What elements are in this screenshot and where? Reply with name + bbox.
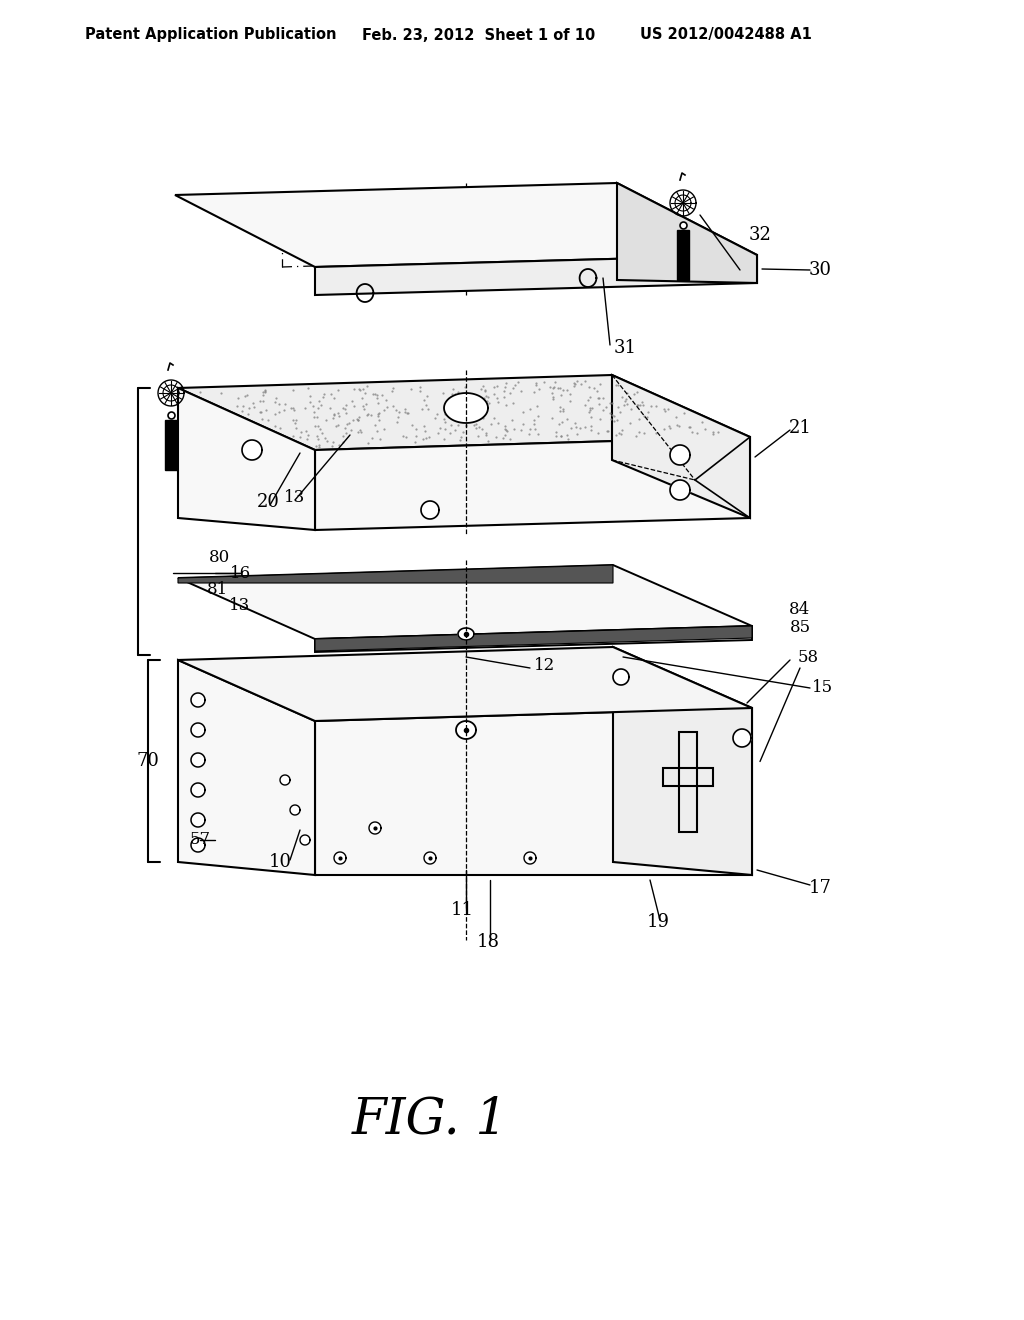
Polygon shape xyxy=(458,628,474,640)
Text: 70: 70 xyxy=(136,752,160,770)
Polygon shape xyxy=(178,565,613,583)
Text: Feb. 23, 2012  Sheet 1 of 10: Feb. 23, 2012 Sheet 1 of 10 xyxy=(362,28,595,42)
Polygon shape xyxy=(315,708,752,875)
Polygon shape xyxy=(165,420,177,470)
Polygon shape xyxy=(178,565,752,639)
Text: FIG. 1: FIG. 1 xyxy=(352,1096,508,1144)
Text: 10: 10 xyxy=(268,853,292,871)
Text: 16: 16 xyxy=(229,565,251,582)
Polygon shape xyxy=(524,851,536,865)
Text: 11: 11 xyxy=(451,902,473,919)
Polygon shape xyxy=(315,437,750,531)
Polygon shape xyxy=(613,647,752,875)
Polygon shape xyxy=(191,693,205,708)
Text: 19: 19 xyxy=(646,913,670,931)
Text: 84: 84 xyxy=(790,602,811,619)
Polygon shape xyxy=(424,851,436,865)
Text: 17: 17 xyxy=(809,879,831,898)
Polygon shape xyxy=(191,813,205,828)
Polygon shape xyxy=(670,445,690,465)
Polygon shape xyxy=(242,440,262,459)
Polygon shape xyxy=(369,822,381,834)
Polygon shape xyxy=(175,183,757,267)
Text: 21: 21 xyxy=(788,418,811,437)
Polygon shape xyxy=(334,851,346,865)
Polygon shape xyxy=(290,805,300,814)
Polygon shape xyxy=(456,721,476,739)
Text: 18: 18 xyxy=(476,933,500,950)
Text: 15: 15 xyxy=(811,680,833,697)
Polygon shape xyxy=(315,626,752,652)
Polygon shape xyxy=(178,660,315,875)
Text: 58: 58 xyxy=(798,649,818,667)
Text: 30: 30 xyxy=(809,261,831,279)
Polygon shape xyxy=(315,255,757,294)
Text: 31: 31 xyxy=(613,339,637,356)
Polygon shape xyxy=(191,723,205,737)
Polygon shape xyxy=(300,836,310,845)
Text: 57: 57 xyxy=(189,832,211,849)
Text: 85: 85 xyxy=(790,619,811,636)
Text: 81: 81 xyxy=(208,582,228,598)
Text: 32: 32 xyxy=(749,226,771,244)
Polygon shape xyxy=(178,388,315,531)
Text: 13: 13 xyxy=(229,598,251,615)
Polygon shape xyxy=(178,647,752,721)
Polygon shape xyxy=(191,783,205,797)
Polygon shape xyxy=(612,375,750,517)
Text: US 2012/0042488 A1: US 2012/0042488 A1 xyxy=(640,28,812,42)
Polygon shape xyxy=(733,729,751,747)
Polygon shape xyxy=(421,502,439,519)
Polygon shape xyxy=(315,626,752,651)
Text: 12: 12 xyxy=(535,656,556,673)
Polygon shape xyxy=(613,669,629,685)
Polygon shape xyxy=(677,230,689,280)
Text: 20: 20 xyxy=(257,492,280,511)
Text: Patent Application Publication: Patent Application Publication xyxy=(85,28,337,42)
Text: 80: 80 xyxy=(209,549,230,566)
Polygon shape xyxy=(191,752,205,767)
Polygon shape xyxy=(444,393,488,422)
Polygon shape xyxy=(670,480,690,500)
Polygon shape xyxy=(191,838,205,851)
Polygon shape xyxy=(280,775,290,785)
Polygon shape xyxy=(178,375,750,450)
Text: 13: 13 xyxy=(285,490,305,507)
Polygon shape xyxy=(617,183,757,282)
